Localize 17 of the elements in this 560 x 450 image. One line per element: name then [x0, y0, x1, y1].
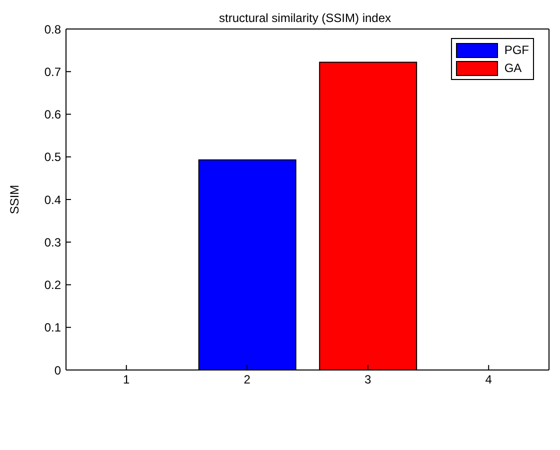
y-tick-label: 0.8 [44, 22, 62, 36]
y-tick-label: 0.7 [44, 64, 62, 79]
y-tick-label: 0.3 [44, 235, 62, 250]
y-tick-label: 0.4 [44, 192, 62, 207]
y-tick-label: 0.2 [44, 278, 62, 292]
x-tick-label: 1 [123, 372, 130, 387]
legend-label: PGF [504, 43, 529, 57]
y-tick-label: 0.1 [44, 320, 62, 335]
chart-title: structural similarity (SSIM) index [218, 11, 392, 25]
legend-label: GA [504, 61, 522, 75]
x-tick-label: 3 [364, 372, 372, 387]
y-tick-label: 0.5 [44, 150, 62, 164]
y-tick-label: 0 [54, 363, 62, 378]
y-tick-label: 0.6 [44, 108, 62, 122]
x-tick-label: 2 [244, 372, 251, 387]
y-axis-title: SSIM [7, 184, 22, 214]
x-tick-label: 4 [485, 372, 492, 387]
